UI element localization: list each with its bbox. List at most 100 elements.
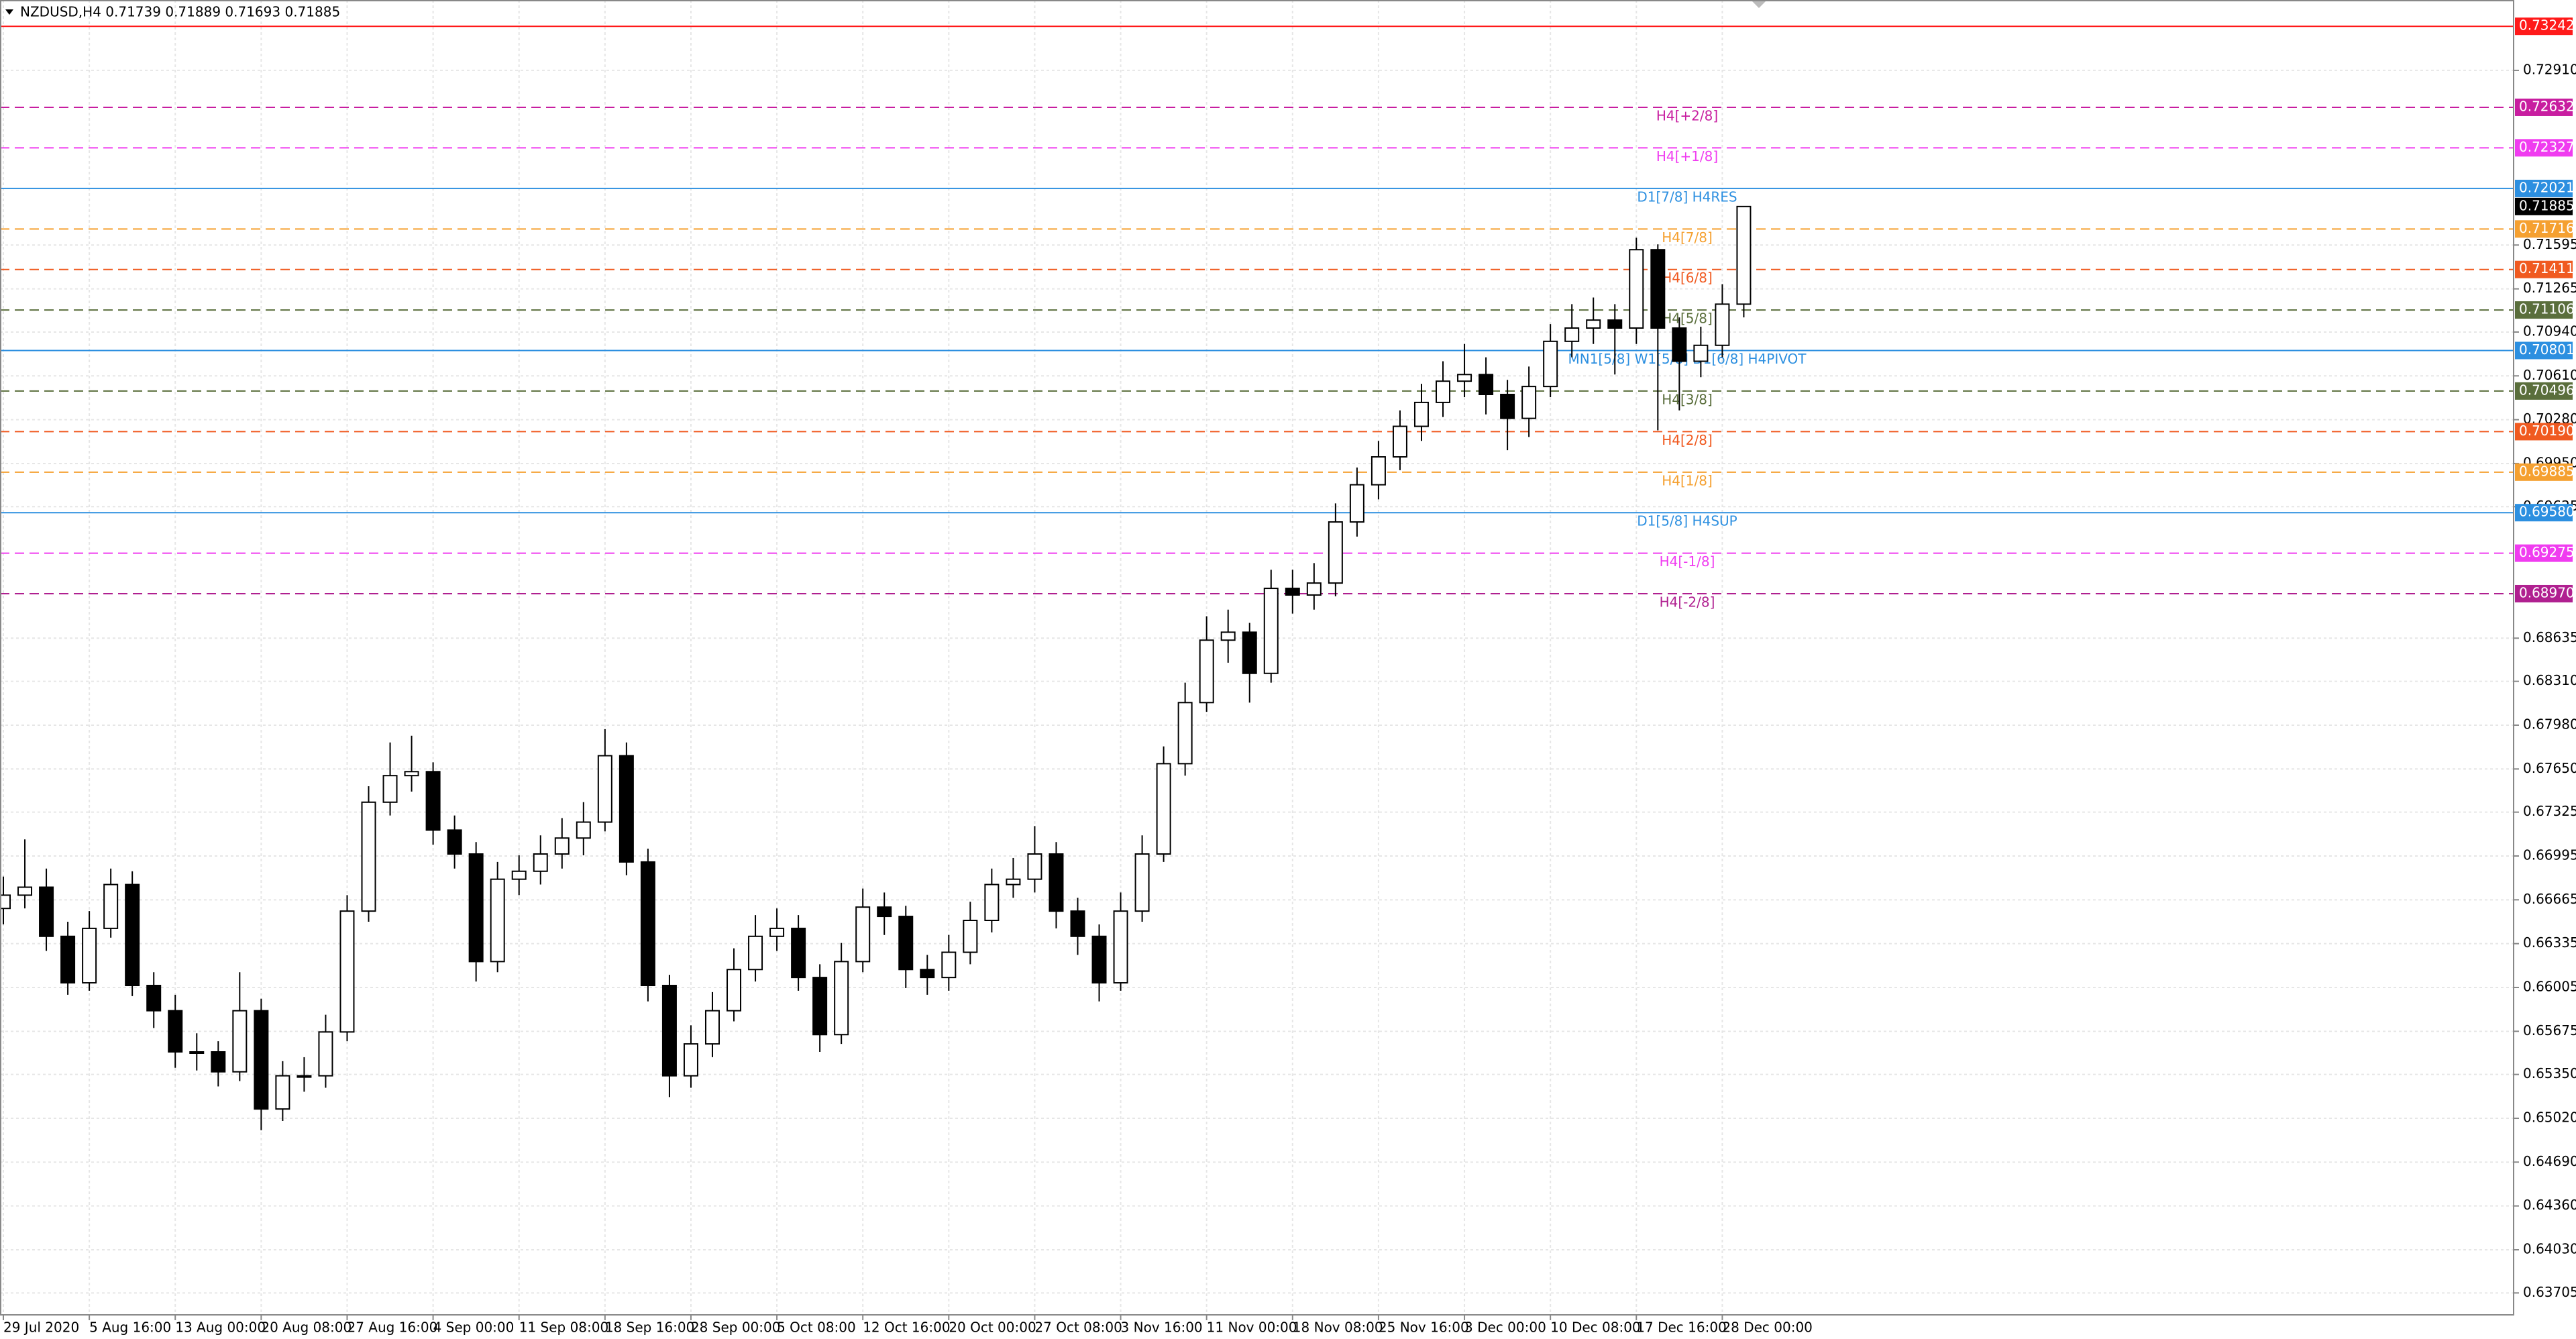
candle-body <box>82 927 97 984</box>
candle-body <box>576 821 591 839</box>
menu-arrow[interactable] <box>5 9 13 15</box>
price-tag-label: 0.73242 <box>2519 17 2575 34</box>
candle-body <box>920 969 935 979</box>
candle-body <box>490 878 505 963</box>
x-tick-label: 5 Aug 16:00 <box>89 1320 171 1336</box>
candle-body <box>877 906 892 918</box>
candle-body <box>1285 588 1300 596</box>
candle-body <box>1392 425 1407 458</box>
price-tag-label: 0.71716 <box>2519 220 2575 236</box>
x-tick-label: 27 Oct 08:00 <box>1034 1320 1122 1336</box>
x-tick-label: 17 Dec 16:00 <box>1636 1320 1727 1336</box>
candles <box>0 205 1752 1130</box>
price-tag-label: 0.72327 <box>2519 139 2575 155</box>
y-tick-label: 0.66335 <box>2523 934 2576 951</box>
candle-body <box>855 906 871 963</box>
level-label: H4[5/8] <box>1662 311 1713 327</box>
price-tag <box>2515 544 2573 562</box>
x-tick-label: 10 Dec 08:00 <box>1550 1320 1641 1336</box>
price-tag-label: 0.70801 <box>2519 341 2575 358</box>
candle-body <box>168 1010 183 1053</box>
candle-body <box>1177 702 1193 765</box>
plot-frame <box>0 0 2514 1316</box>
candle-body <box>1736 205 1752 305</box>
candle-body <box>1027 853 1042 880</box>
grid <box>0 0 2514 1315</box>
level-label: H4[+1/8] <box>1656 148 1718 164</box>
x-tick-label: 3 Nov 16:00 <box>1121 1320 1203 1336</box>
y-tick-label: 0.67650 <box>2523 760 2576 776</box>
candle-body <box>0 894 11 910</box>
candle-body <box>941 951 957 979</box>
candle-body <box>619 755 634 863</box>
candle-body <box>1306 582 1322 596</box>
x-tick-label: 20 Oct 00:00 <box>949 1320 1036 1336</box>
x-tick-label: 12 Oct 16:00 <box>863 1320 950 1336</box>
candle-body <box>103 883 119 929</box>
price-tag-label: 0.72632 <box>2519 98 2575 114</box>
candle-body <box>211 1051 226 1073</box>
candle-body <box>1672 327 1687 362</box>
y-tick-label: 0.72910 <box>2523 61 2576 77</box>
price-tag <box>2515 382 2573 400</box>
candle-body <box>533 853 548 872</box>
x-tick-label: 25 Nov 16:00 <box>1379 1320 1469 1336</box>
candle-body <box>382 775 398 803</box>
y-tick-label: 0.64030 <box>2523 1240 2576 1256</box>
level-label: H4[-2/8] <box>1660 594 1715 610</box>
x-tick-label: 28 Dec 00:00 <box>1722 1320 1813 1336</box>
y-tick-label: 0.70940 <box>2523 323 2576 339</box>
x-tick-label: 18 Nov 08:00 <box>1293 1320 1383 1336</box>
price-tag <box>2515 301 2573 319</box>
y-tick-label: 0.64360 <box>2523 1197 2576 1213</box>
candle-body <box>661 985 677 1077</box>
level-label: D1[7/8] H4RES <box>1637 189 1737 205</box>
y-tick-label: 0.68635 <box>2523 629 2576 645</box>
price-tag <box>2515 341 2573 360</box>
candle-body <box>812 977 828 1036</box>
candle-body <box>1629 249 1644 329</box>
candle-body <box>769 927 785 937</box>
price-tag <box>2515 17 2573 36</box>
price-tag <box>2515 463 2573 481</box>
candle-body <box>984 883 1000 921</box>
candle-body <box>727 969 742 1012</box>
chart-title: NZDUSD,H4 0.71739 0.71889 0.71693 0.7188… <box>20 4 340 20</box>
price-tag <box>2515 139 2573 157</box>
price-tag-label: 0.70496 <box>2519 382 2575 398</box>
price-tag <box>2515 504 2573 522</box>
price-tag <box>2515 220 2573 238</box>
axis: 0.729100.715950.712650.709400.706100.702… <box>3 17 2576 1336</box>
candle-body <box>447 829 462 855</box>
x-tick-label: 27 Aug 16:00 <box>347 1320 437 1336</box>
y-tick-label: 0.65675 <box>2523 1022 2576 1038</box>
candle-body <box>1586 319 1601 329</box>
candle-body <box>1371 456 1386 486</box>
candle-body <box>275 1075 290 1110</box>
levels: H4[+2/8] H4[+1/8] D1[7/8] H4RES H4[7/8] H4[6… <box>0 25 2514 610</box>
candle-body <box>1564 327 1580 342</box>
candle-body <box>1006 878 1021 886</box>
candle-body <box>1543 340 1558 388</box>
candle-body <box>361 801 376 912</box>
price-tag <box>2515 260 2573 278</box>
candle-body <box>1156 763 1171 855</box>
candle-body <box>1521 386 1537 419</box>
candle-body <box>963 920 978 953</box>
y-tick-label: 0.68310 <box>2523 672 2576 688</box>
candle-body <box>1436 380 1451 403</box>
level-label: H4[1/8] <box>1662 472 1713 488</box>
y-tick-label: 0.65350 <box>2523 1065 2576 1081</box>
candle-body <box>254 1010 269 1110</box>
y-tick-label: 0.63705 <box>2523 1284 2576 1300</box>
x-tick-label: 5 Oct 08:00 <box>777 1320 856 1336</box>
candle-body <box>1607 319 1623 329</box>
last-price-label: 0.71885 <box>2519 197 2575 213</box>
candle-body <box>834 961 849 1036</box>
level-label: H4[3/8] <box>1662 391 1713 407</box>
price-tag-label: 0.71411 <box>2519 260 2575 276</box>
candle-body <box>404 771 419 777</box>
candle-body <box>640 861 655 987</box>
price-tag-label: 0.69580 <box>2519 504 2575 520</box>
